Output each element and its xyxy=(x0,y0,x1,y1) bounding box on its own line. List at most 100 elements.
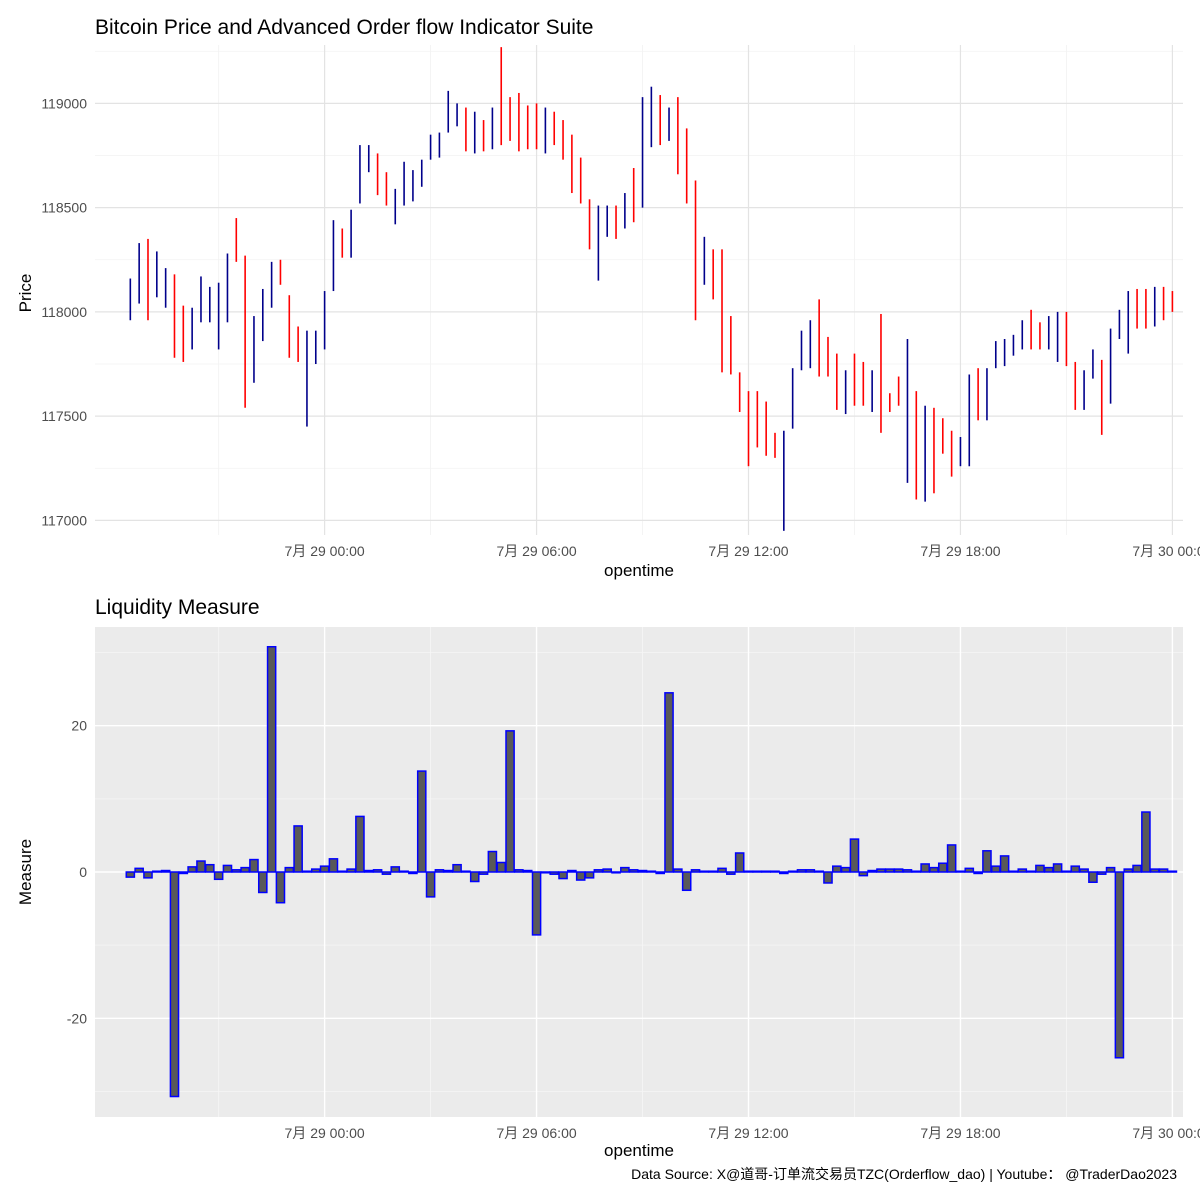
liquidity-bar xyxy=(249,858,259,873)
liquidity-bar xyxy=(1017,868,1028,873)
liquidity-x-tick-labels: 7月 29 00:00 7月 29 06:00 7月 29 12:00 7月 29 1… xyxy=(285,1125,1200,1141)
liquidity-bar xyxy=(1096,871,1107,875)
liquidity-bar xyxy=(1149,868,1160,873)
liquidity-bar xyxy=(646,870,657,873)
liquidity-bar xyxy=(1158,868,1169,873)
liquidity-bar xyxy=(673,868,683,873)
liquidity-bar xyxy=(1105,866,1116,873)
liquidity-bar xyxy=(1079,868,1089,873)
liquidity-bar xyxy=(840,866,851,873)
liquidity-bar xyxy=(876,868,886,873)
liquidity-bar xyxy=(240,866,250,873)
liquidity-bar xyxy=(372,869,383,873)
liquidity-bars xyxy=(125,645,1178,1098)
x-tick-label: 7月 29 18:00 xyxy=(920,1125,1000,1141)
liquidity-bar xyxy=(946,844,957,873)
liquidity-bar xyxy=(1008,870,1019,873)
y-tick-label: -20 xyxy=(67,1010,87,1026)
liquidity-bar xyxy=(681,871,692,892)
liquidity-bar xyxy=(1088,871,1098,883)
x-tick-label: 7月 30 00:00 xyxy=(1132,1125,1200,1141)
liquidity-bar xyxy=(540,871,551,874)
liquidity-x-axis-title: opentime xyxy=(604,1141,674,1160)
liquidity-bar xyxy=(152,870,162,873)
y-tick-label: 117500 xyxy=(41,408,87,424)
liquidity-bar xyxy=(814,870,824,873)
price-y-tick-labels: 117000 117500 118000 118500 119000 xyxy=(41,95,87,528)
liquidity-bar xyxy=(231,869,242,873)
liquidity-bar xyxy=(434,869,445,873)
liquidity-bar xyxy=(443,869,454,873)
liquidity-bar xyxy=(505,730,515,873)
liquidity-bar xyxy=(160,869,171,873)
liquidity-bar xyxy=(929,866,939,873)
price-y-axis-title: Price xyxy=(16,274,35,313)
liquidity-chart-title: Liquidity Measure xyxy=(95,596,260,619)
liquidity-bar xyxy=(399,870,409,873)
liquidity-bar xyxy=(664,692,674,873)
liquidity-bar xyxy=(302,870,312,873)
liquidity-bar xyxy=(867,869,877,873)
x-tick-label: 7月 29 00:00 xyxy=(285,1125,365,1141)
x-tick-label: 7月 29 12:00 xyxy=(708,1125,788,1141)
price-major-grid xyxy=(95,45,1183,535)
liquidity-bar xyxy=(620,866,630,873)
liquidity-bar xyxy=(487,850,498,873)
liquidity-bar xyxy=(1070,865,1081,873)
liquidity-bar xyxy=(461,870,471,873)
liquidity-bar xyxy=(355,815,365,873)
liquidity-bar xyxy=(602,868,613,873)
price-x-axis-title: opentime xyxy=(604,561,674,580)
liquidity-bar xyxy=(522,869,533,873)
price-bars xyxy=(129,47,1174,531)
liquidity-bar xyxy=(964,867,975,873)
price-plot-area xyxy=(95,45,1183,535)
liquidity-bar xyxy=(955,870,966,873)
liquidity-bar xyxy=(734,852,745,873)
liquidity-bar xyxy=(169,871,180,1098)
liquidity-bar xyxy=(416,770,427,873)
liquidity-bar xyxy=(293,825,303,873)
liquidity-bar xyxy=(982,850,992,873)
liquidity-bar xyxy=(1052,863,1063,873)
liquidity-bar xyxy=(805,869,816,873)
liquidity-bar xyxy=(611,871,621,874)
liquidity-bar xyxy=(937,862,948,873)
x-tick-label: 7月 29 18:00 xyxy=(920,543,1000,559)
liquidity-bar xyxy=(390,866,401,873)
liquidity-bar xyxy=(726,871,736,875)
liquidity-bar xyxy=(319,865,330,873)
liquidity-bar xyxy=(381,871,392,875)
liquidity-bar xyxy=(893,868,904,873)
liquidity-bar xyxy=(496,861,507,873)
liquidity-bar xyxy=(143,871,153,879)
liquidity-bar xyxy=(425,871,436,898)
liquidity-bar xyxy=(832,865,842,873)
liquidity-bar xyxy=(752,870,763,873)
liquidity-bar xyxy=(178,871,189,875)
liquidity-bar xyxy=(655,871,666,875)
liquidity-bar xyxy=(1026,870,1036,873)
liquidity-bar xyxy=(1132,864,1142,873)
liquidity-bar xyxy=(125,871,136,878)
liquidity-bar xyxy=(690,869,701,873)
liquidity-bar xyxy=(337,870,348,873)
liquidity-bar xyxy=(584,871,595,879)
liquidity-bar xyxy=(452,863,462,873)
liquidity-bar xyxy=(213,871,224,881)
liquidity-bar xyxy=(328,858,339,873)
liquidity-bar xyxy=(717,867,727,873)
liquidity-bar xyxy=(849,838,860,873)
liquidity-bar xyxy=(761,870,771,873)
liquidity-bar xyxy=(796,869,807,873)
liquidity-bar xyxy=(593,869,604,873)
liquidity-bar xyxy=(363,869,374,873)
liquidity-bar xyxy=(628,869,639,873)
y-tick-label: 118500 xyxy=(41,200,87,216)
liquidity-bar xyxy=(575,871,586,881)
x-tick-label: 7月 29 12:00 xyxy=(708,543,788,559)
liquidity-bar xyxy=(1114,871,1125,1059)
liquidity-bar xyxy=(549,871,560,875)
x-tick-label: 7月 29 00:00 xyxy=(285,543,365,559)
